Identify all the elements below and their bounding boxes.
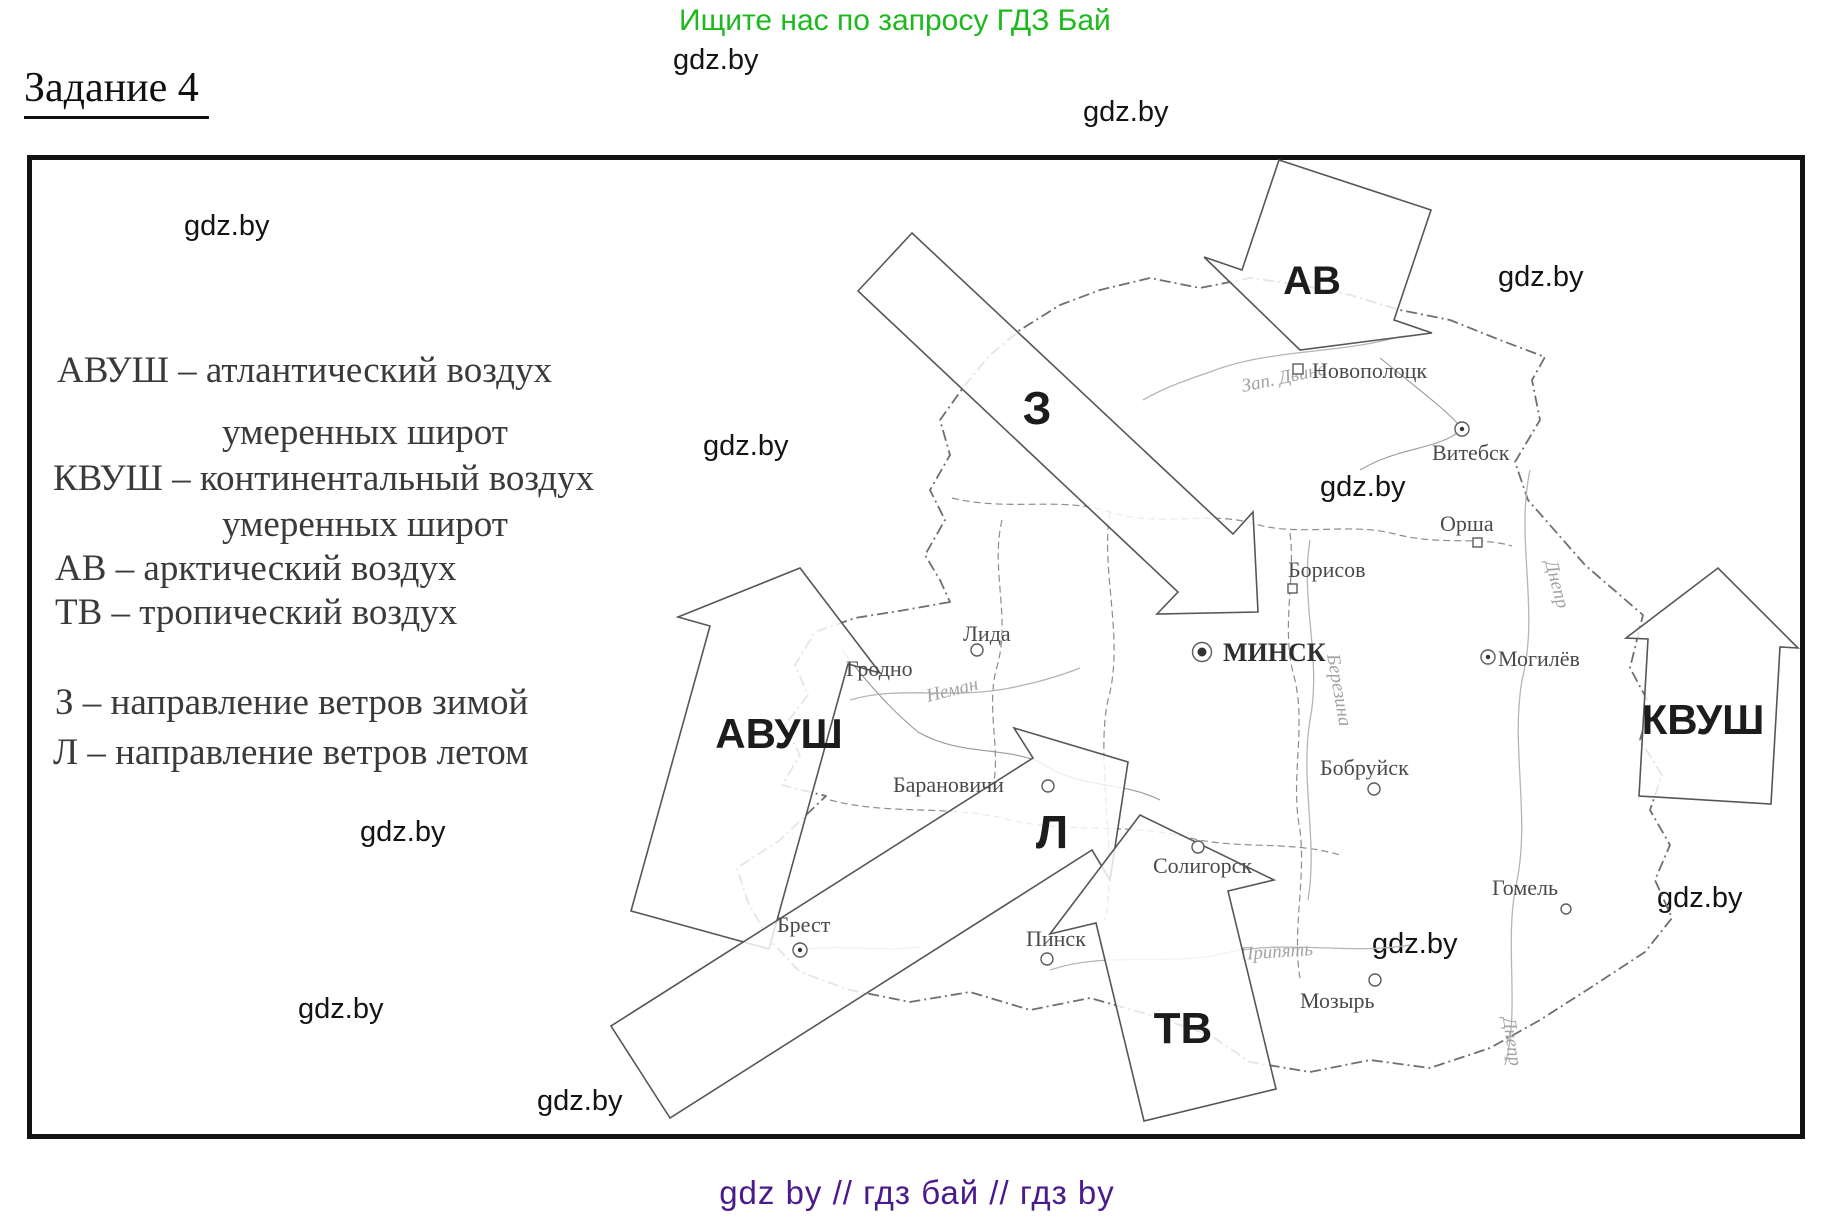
promo-text: Ищите нас по запросу ГДЗ Бай — [679, 4, 1111, 37]
city-label: Могилёв — [1498, 646, 1580, 671]
city-marker — [1287, 583, 1298, 594]
watermark: gdz.by — [1657, 882, 1743, 914]
city-label: Новополоцк — [1312, 358, 1427, 383]
river — [1306, 539, 1315, 901]
capital-marker — [1191, 641, 1213, 663]
legend-line-kvush: КВУШ – континентальный воздух — [53, 458, 595, 499]
svg-text:АВ: АВ — [1283, 259, 1341, 303]
page-title: Задание 4 — [24, 64, 209, 119]
city-marker — [1368, 973, 1382, 987]
city-marker — [1292, 363, 1304, 375]
watermark: gdz.by — [1320, 471, 1406, 503]
svg-text:З: З — [1023, 382, 1052, 434]
city-label: Гомель — [1492, 875, 1558, 900]
city-label: Орша — [1440, 511, 1494, 536]
river-label: Неман — [923, 674, 980, 707]
region-border — [1287, 532, 1303, 979]
country-border — [736, 277, 1673, 1073]
watermark: gdz.by — [1083, 96, 1169, 128]
city-marker — [1040, 952, 1054, 966]
legend-line-kvush-cont: умеренных широт — [222, 504, 508, 545]
legend-line-l: Л – направление ветров летом — [53, 732, 529, 773]
city-marker — [970, 643, 984, 657]
river-label: Припять — [1238, 939, 1314, 965]
legend-line-z: З – направление ветров зимой — [55, 682, 529, 723]
city-label: Витебск — [1432, 440, 1510, 465]
watermark: gdz.by — [673, 44, 759, 76]
svg-text:ТВ: ТВ — [1154, 1004, 1213, 1053]
footer-text: gdz by // гдз бай // гдз by — [719, 1174, 1115, 1211]
river-label: Днепр — [1498, 1014, 1526, 1067]
river — [1504, 469, 1531, 1066]
legend-line-av: АВ – арктический воздух — [55, 548, 457, 589]
city-marker — [1454, 421, 1470, 437]
watermark: gdz.by — [184, 210, 270, 242]
city-label: Бобруйск — [1320, 755, 1409, 780]
city-marker — [1041, 779, 1055, 793]
watermark: gdz.by — [360, 816, 446, 848]
svg-text:АВУШ: АВУШ — [715, 710, 842, 757]
watermark: gdz.by — [298, 993, 384, 1025]
region-border — [991, 519, 1003, 793]
city-label: Гродно — [846, 656, 913, 681]
city-marker — [1480, 649, 1496, 665]
city-label: Лида — [963, 621, 1011, 646]
watermark: gdz.by — [537, 1085, 623, 1117]
arrow-av: АВ — [1203, 158, 1433, 351]
legend-line-avush: АВУШ – атлантический воздух — [57, 350, 552, 391]
city-marker — [1191, 840, 1205, 854]
city-label: Барановичи — [893, 772, 1004, 797]
arrow-avush: АВУШ — [630, 567, 883, 950]
arrow-winter-z: З — [856, 231, 1259, 615]
city-marker — [1472, 537, 1483, 548]
city-label: Борисов — [1288, 557, 1366, 582]
city-label: Брест — [777, 912, 831, 937]
city-label: Мозырь — [1300, 988, 1375, 1013]
capital-label: МИНСК — [1223, 638, 1326, 667]
city-label: Пинск — [1026, 926, 1086, 951]
arrow-tv: ТВ — [1048, 813, 1277, 1122]
watermark: gdz.by — [703, 430, 789, 462]
svg-text:Л: Л — [1036, 806, 1068, 858]
river-label: Березина — [1322, 651, 1356, 728]
arrow-kvush: КВУШ — [1623, 566, 1801, 805]
city-marker — [1560, 903, 1572, 915]
watermark: gdz.by — [1498, 261, 1584, 293]
city-marker — [792, 942, 808, 958]
legend-line-avush-cont: умеренных широт — [222, 412, 508, 453]
river — [1142, 334, 1406, 401]
watermark: gdz.by — [1372, 928, 1458, 960]
svg-text:КВУШ: КВУШ — [1642, 696, 1765, 743]
legend-line-tv: ТВ – тропический воздух — [55, 592, 458, 633]
city-label: Солигорск — [1153, 853, 1252, 878]
river-label: Днепр — [1540, 556, 1573, 611]
city-marker — [1367, 782, 1381, 796]
region-border — [951, 497, 1513, 547]
river — [849, 667, 1081, 701]
arrow-summer-l: Л — [609, 726, 1129, 1120]
